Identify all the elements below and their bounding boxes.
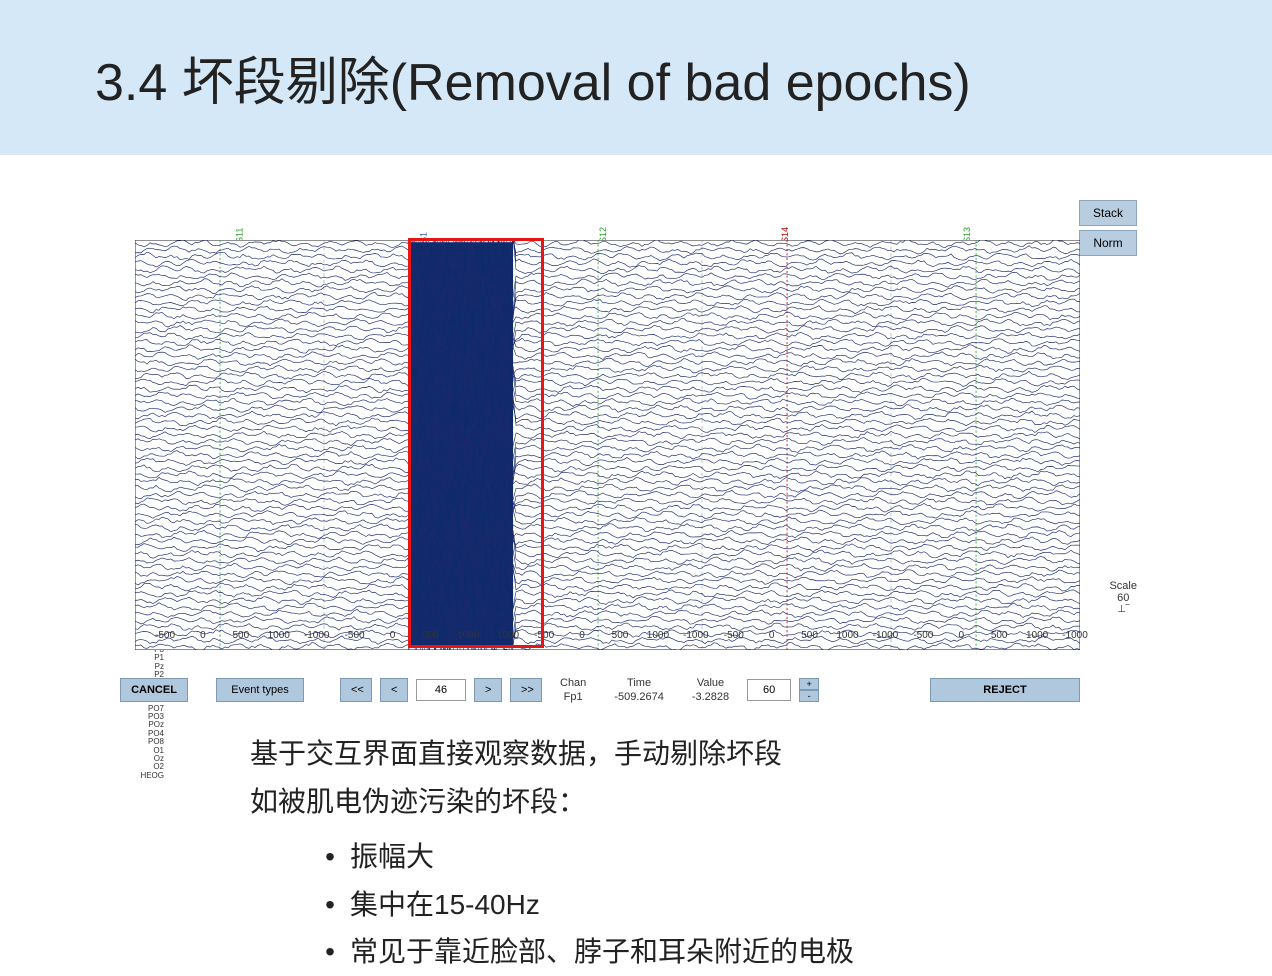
bullet-text: 集中在15-40Hz [350,881,540,929]
epoch-input[interactable] [416,679,466,701]
value-readout: Value -3.2828 [692,676,729,705]
eeg-toolbar: CANCEL Event types << < > >> Chan Fp1 Ti… [120,675,1080,705]
bullet-text: 振幅大 [350,833,434,881]
nav-prev-button[interactable]: < [380,678,408,702]
nav-first-button[interactable]: << [340,678,372,702]
bullet-dot-icon: • [310,928,350,976]
bullet-dot-icon: • [310,881,350,929]
event-types-button[interactable]: Event types [216,678,304,702]
x-axis-labels: -50005001000-1000-50005001000-1000-50005… [165,630,1075,645]
side-button-group: Stack Norm [1079,200,1137,260]
eeg-plot[interactable] [135,240,1080,650]
step-input[interactable] [747,679,791,701]
bullet-dot-icon: • [310,833,350,881]
cancel-button[interactable]: CANCEL [120,678,188,702]
body-line-2: 如被肌电伪迹污染的坏段： [250,778,1272,826]
time-value: -509.2674 [614,690,664,704]
scale-value: 60 [1109,592,1137,604]
reject-button[interactable]: REJECT [930,678,1080,702]
bullet-3: •常见于靠近脸部、脖子和耳朵附近的电极 [310,928,1272,976]
slide-body: 基于交互界面直接观察数据，手动剔除坏段 如被肌电伪迹污染的坏段： •振幅大 •集… [250,730,1272,976]
chan-readout: Chan Fp1 [560,676,586,705]
stack-button[interactable]: Stack [1079,200,1137,226]
time-readout: Time -509.2674 [614,676,664,705]
eeg-viewer: Stack Norm S11S1S12S14S13 4647484950 Fp1… [0,200,1272,700]
scale-plus-button[interactable]: + [799,678,819,690]
scale-minus-button[interactable]: - [799,690,819,702]
scale-indicator: Scale 60 ⊥‾ [1109,580,1137,615]
time-label: Time [627,676,651,690]
value-value: -3.2828 [692,690,729,704]
value-label: Value [697,676,724,690]
slide-title: 3.4 坏段剔除(Removal of bad epochs) [95,40,971,115]
nav-last-button[interactable]: >> [510,678,542,702]
bullet-1: •振幅大 [310,833,1272,881]
nav-next-button[interactable]: > [474,678,502,702]
norm-button[interactable]: Norm [1079,230,1137,256]
scale-step-buttons: + - [799,678,819,702]
chan-label: Chan [560,676,586,690]
chan-value: Fp1 [564,690,583,704]
bullet-text: 常见于靠近脸部、脖子和耳朵附近的电极 [350,928,854,976]
scale-icon: ⊥‾ [1109,604,1137,615]
slide-header: 3.4 坏段剔除(Removal of bad epochs) [0,0,1272,155]
body-line-1: 基于交互界面直接观察数据，手动剔除坏段 [250,730,1272,778]
scale-text: Scale [1109,580,1137,592]
bullet-2: •集中在15-40Hz [310,881,1272,929]
